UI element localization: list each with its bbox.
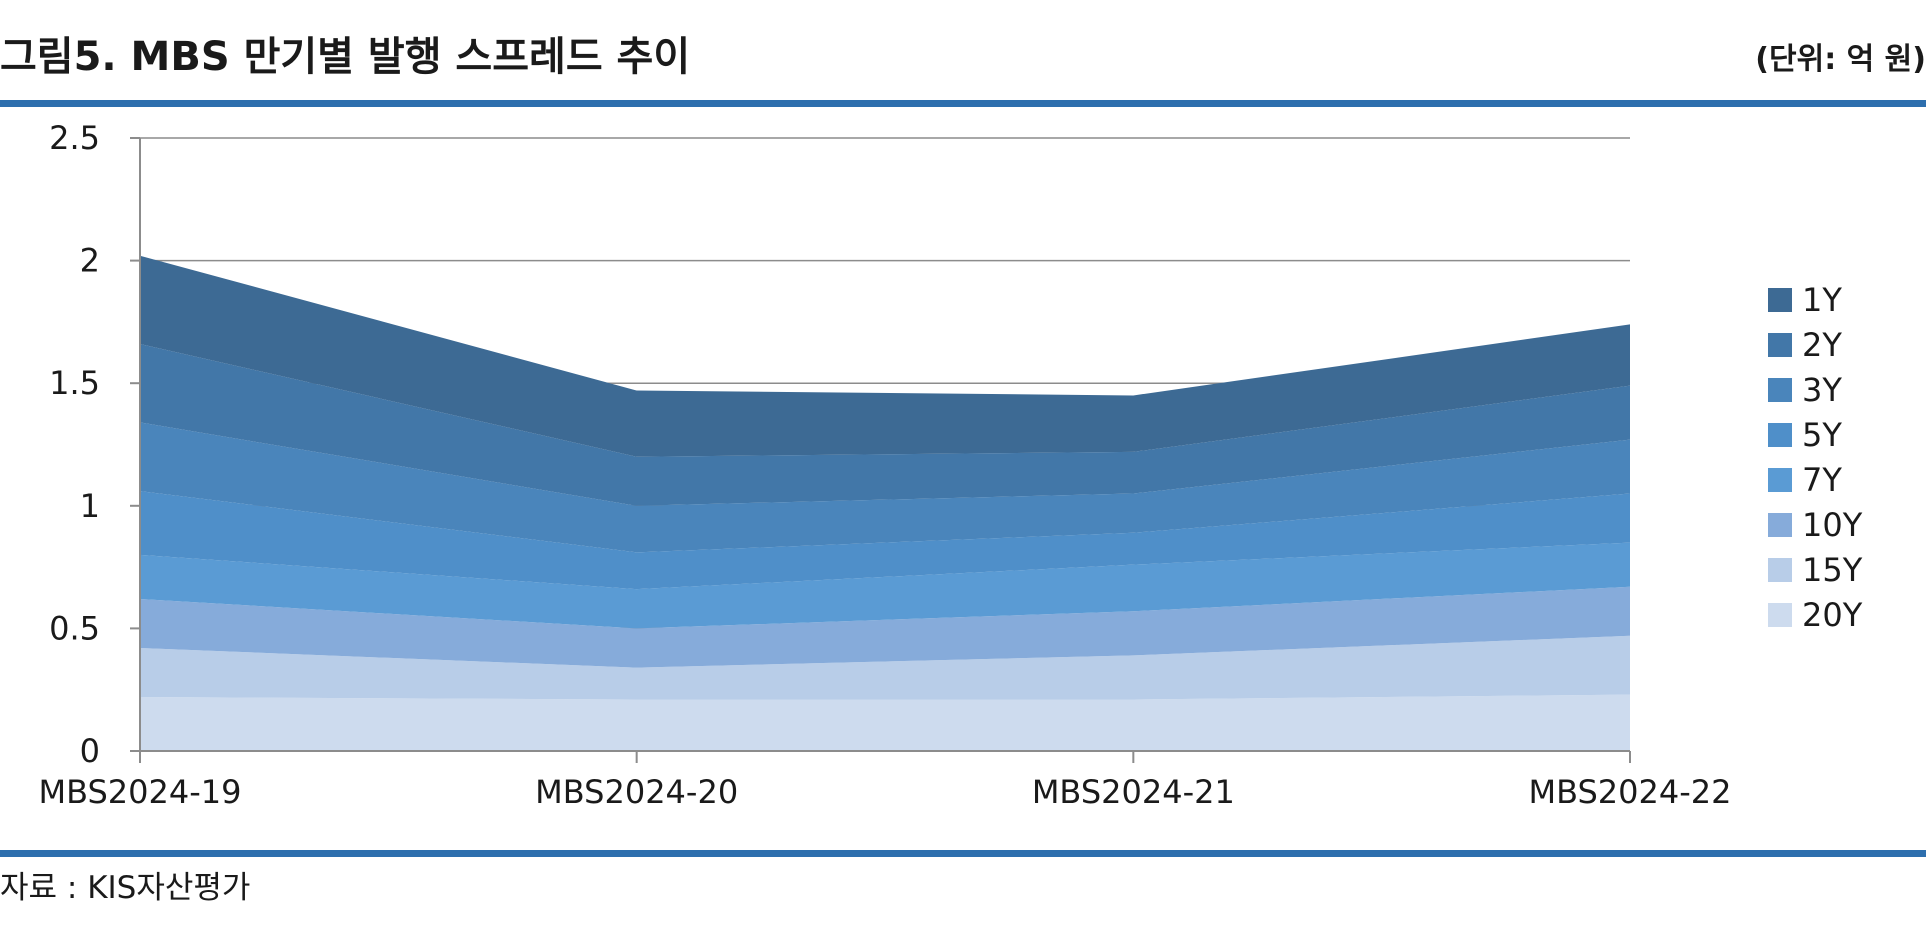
area-series-5Y [140,491,1630,590]
y-tick-label-2: 1 [80,487,100,525]
x-tick-label-3: MBS2024-22 [1528,773,1731,811]
y-tick-label-4: 2 [80,242,100,280]
legend-swatch-2Y [1768,333,1792,357]
source-note: 자료 : KIS자산평가 [0,870,251,906]
legend-swatch-1Y [1768,288,1792,312]
y-tick-label-3: 1.5 [49,364,100,402]
legend-swatch-15Y [1768,558,1792,582]
legend-label-20Y: 20Y [1802,596,1863,634]
legend-swatch-7Y [1768,468,1792,492]
legend-item-5Y: 5Y [1768,416,1842,454]
area-series [140,255,1630,751]
area-series-7Y [140,542,1630,629]
area-series-20Y [140,694,1630,751]
y-tick-label-0: 0 [80,732,100,770]
area-series-2Y [140,343,1630,506]
legend-label-5Y: 5Y [1802,416,1842,454]
legend: 1Y 2Y 3Y 5Y 7Y 10Y 15Y 20Y [1768,281,1863,634]
legend-label-2Y: 2Y [1802,326,1842,364]
axes [130,137,1631,763]
legend-label-1Y: 1Y [1802,281,1842,319]
top-divider [0,100,1926,107]
legend-item-10Y: 10Y [1768,506,1863,544]
y-tick-label-1: 0.5 [49,609,100,647]
x-tick-label-0: MBS2024-19 [38,773,241,811]
legend-swatch-5Y [1768,423,1792,447]
area-series-10Y [140,586,1630,668]
legend-item-1Y: 1Y [1768,281,1842,319]
area-series-1Y [140,255,1630,457]
area-series-15Y [140,635,1630,700]
legend-item-2Y: 2Y [1768,326,1842,364]
chart-title: 그림5. MBS 만기별 발행 스프레드 추이 [0,34,691,80]
bottom-divider [0,850,1926,857]
legend-label-10Y: 10Y [1802,506,1863,544]
legend-swatch-10Y [1768,513,1792,537]
unit-label: (단위: 억 원) [1755,42,1926,77]
legend-label-3Y: 3Y [1802,371,1842,409]
legend-label-15Y: 15Y [1802,551,1863,589]
legend-item-20Y: 20Y [1768,596,1863,634]
x-tick-label-2: MBS2024-21 [1032,773,1235,811]
stacked-area-chart: 0 0.5 1 1.5 2 2.5 MBS2024-19 MBS2024-20 MBS2024-… [38,119,1863,811]
legend-item-3Y: 3Y [1768,371,1842,409]
y-tick-label-5: 2.5 [49,119,100,157]
x-tick-label-1: MBS2024-20 [535,773,738,811]
legend-label-7Y: 7Y [1802,461,1842,499]
legend-item-7Y: 7Y [1768,461,1842,499]
legend-item-15Y: 15Y [1768,551,1863,589]
tick-labels: 0 0.5 1 1.5 2 2.5 MBS2024-19 MBS2024-20 MBS2024-… [38,119,1731,811]
area-series-3Y [140,422,1630,553]
legend-swatch-3Y [1768,378,1792,402]
legend-swatch-20Y [1768,603,1792,627]
